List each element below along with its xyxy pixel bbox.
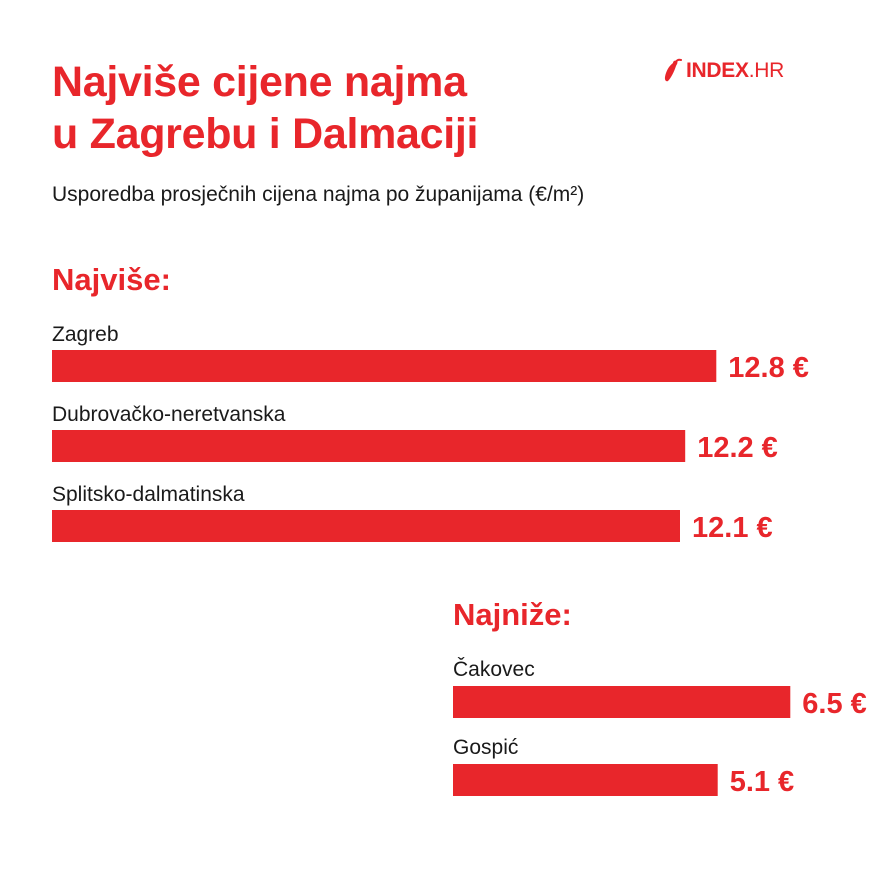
logo-name: INDEX	[686, 59, 749, 82]
page-title: Najviše cijene najma u Zagrebu i Dalmaci…	[52, 56, 672, 160]
page-subtitle: Usporedba prosječnih cijena najma po žup…	[52, 183, 585, 206]
value-label: 6.5 €	[802, 688, 867, 720]
section-heading-highest: Najviše:	[52, 262, 171, 297]
value-label: 5.1 €	[730, 766, 795, 798]
bar	[52, 430, 686, 462]
category-label: Gospić	[453, 736, 518, 759]
chili-pepper-icon	[664, 58, 682, 82]
value-label: 12.1 €	[692, 512, 773, 544]
category-label: Splitsko-dalmatinska	[52, 483, 245, 506]
bar	[453, 686, 791, 718]
title-line-2: u Zagrebu i Dalmaciji	[52, 110, 479, 158]
value-label: 12.2 €	[697, 432, 778, 464]
index-hr-logo: INDEX .HR	[662, 58, 784, 84]
category-label: Zagreb	[52, 323, 119, 346]
bar	[52, 350, 717, 382]
bar	[52, 510, 680, 542]
title-line-1: Najviše cijene najma	[52, 58, 467, 106]
category-label: Čakovec	[453, 658, 535, 681]
logo-suffix: .HR	[748, 59, 785, 82]
section-heading-lowest: Najniže:	[453, 597, 572, 632]
value-label: 12.8 €	[728, 352, 809, 384]
category-label: Dubrovačko-neretvanska	[52, 403, 286, 426]
bar	[453, 764, 718, 796]
